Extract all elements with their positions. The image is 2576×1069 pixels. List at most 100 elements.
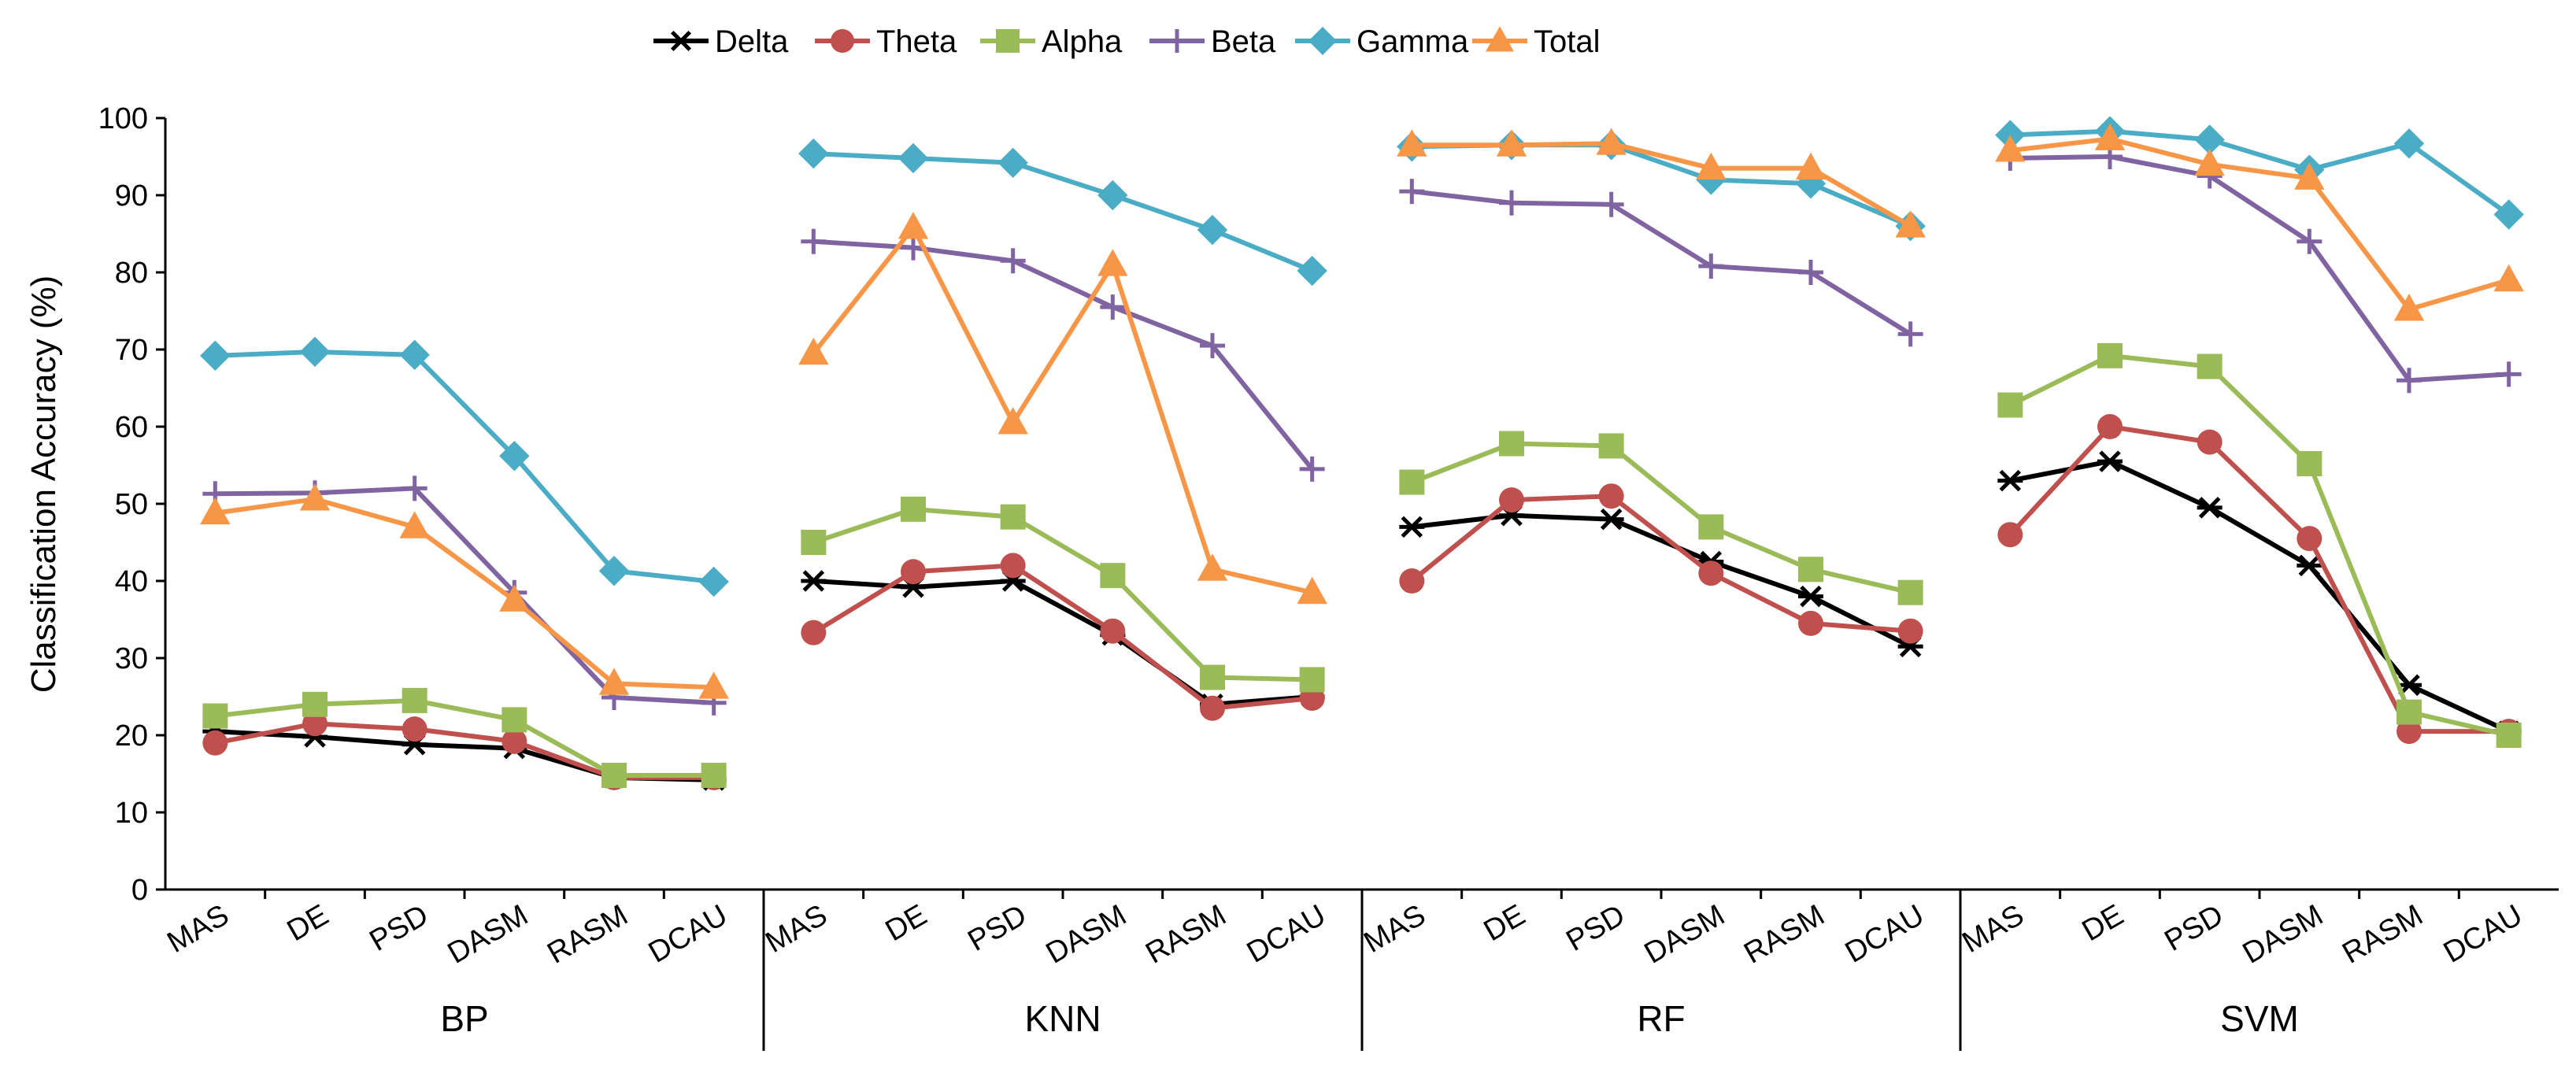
point-beta-knn-mas — [801, 228, 827, 254]
x-category-label: MAS — [162, 898, 235, 960]
x-category-label: RASM — [2337, 898, 2428, 970]
point-alpha-svm-dasm — [2297, 451, 2322, 477]
point-total-svm-mas — [1995, 135, 2026, 162]
group-label-knn: KNN — [1024, 998, 1101, 1039]
point-theta-knn-de — [901, 559, 926, 585]
x-category-label: DASM — [442, 898, 534, 970]
line-beta-rf — [1411, 189, 1912, 336]
x-category-label: DCAU — [2438, 898, 2528, 969]
point-theta-bp-dasm — [502, 728, 527, 754]
x-category-label: MAS — [1359, 898, 1431, 960]
point-gamma-knn-psd — [997, 147, 1028, 179]
point-alpha-knn-psd — [1000, 504, 1026, 530]
group-label-bp: BP — [440, 998, 488, 1039]
line-total-rf — [1412, 141, 1912, 228]
point-total-knn-rasm — [1197, 553, 1228, 581]
point-delta-svm-de — [2097, 450, 2123, 472]
point-total-bp-dasm — [499, 584, 530, 612]
point-theta-knn-dasm — [1100, 618, 1126, 644]
series-beta — [202, 144, 2522, 716]
point-gamma-knn-rasm — [1197, 214, 1228, 246]
group-label-rf: RF — [1637, 998, 1685, 1039]
point-alpha-bp-psd — [402, 687, 427, 713]
point-gamma-knn-dcau — [1297, 255, 1327, 287]
y-tick-label: 10 — [115, 797, 148, 830]
legend: Delta Theta Alpha Beta Gamma Total — [653, 24, 1601, 59]
point-delta-rf-mas — [1399, 516, 1425, 538]
point-theta-bp-mas — [202, 730, 228, 756]
point-total-bp-rasm — [598, 668, 630, 695]
point-total-svm-de — [2094, 123, 2126, 150]
y-axis-label: Classification Accuracy (%) — [24, 276, 63, 694]
y-tick-label: 0 — [131, 874, 148, 907]
line-gamma-svm — [2010, 128, 2511, 216]
point-theta-svm-mas — [1997, 522, 2023, 548]
y-tick-label: 100 — [98, 102, 148, 135]
y-tick-label: 40 — [115, 565, 148, 598]
y-tick-label: 70 — [115, 334, 148, 367]
point-theta-rf-psd — [1598, 483, 1624, 509]
legend-label: Total — [1534, 24, 1601, 59]
x-category-label: RASM — [542, 898, 633, 970]
point-alpha-svm-de — [2097, 342, 2123, 368]
point-gamma-bp-de — [299, 336, 331, 368]
series-gamma — [200, 116, 2524, 597]
line-delta-rf — [1411, 512, 1912, 649]
point-alpha-bp-mas — [202, 703, 228, 729]
point-theta-svm-dasm — [2297, 526, 2322, 552]
legend-label: Theta — [876, 24, 957, 59]
x-category-label: DE — [2077, 898, 2130, 948]
legend-item-alpha: Alpha — [980, 24, 1123, 59]
point-total-rf-rasm — [1795, 152, 1827, 180]
line-beta-knn — [813, 239, 1315, 471]
y-tick-label: 30 — [115, 642, 148, 675]
legend-label: Beta — [1211, 24, 1276, 59]
point-gamma-svm-rasm — [2393, 128, 2425, 159]
series-alpha — [202, 342, 2522, 788]
x-category-label: RASM — [1738, 898, 1830, 970]
point-gamma-svm-psd — [2194, 124, 2225, 155]
series-theta — [202, 414, 2522, 790]
line-total-knn — [811, 225, 1313, 595]
point-theta-rf-mas — [1399, 568, 1425, 594]
point-total-svm-psd — [2194, 148, 2225, 176]
point-alpha-svm-dcau — [2496, 723, 2522, 748]
point-total-rf-dcau — [1895, 210, 1926, 238]
point-total-knn-mas — [798, 337, 829, 365]
line-gamma-bp — [215, 349, 714, 584]
point-gamma-knn-mas — [798, 138, 829, 169]
point-beta-svm-rasm — [2396, 368, 2422, 394]
y-tick-label: 60 — [115, 411, 148, 444]
point-alpha-rf-psd — [1598, 433, 1624, 459]
y-tick-label: 50 — [115, 488, 148, 521]
point-beta-rf-mas — [1399, 179, 1425, 205]
point-delta-svm-dasm — [2297, 554, 2322, 577]
line-theta-bp — [214, 721, 714, 780]
point-delta-rf-psd — [1598, 508, 1624, 531]
x-category-label: DCAU — [1840, 898, 1930, 969]
point-delta-svm-psd — [2197, 497, 2223, 519]
x-category-label: DASM — [1041, 898, 1132, 970]
point-total-svm-dcau — [2493, 264, 2524, 292]
point-alpha-rf-dcau — [1897, 579, 1923, 605]
x-category-label: PSD — [2159, 898, 2229, 957]
line-gamma-knn — [813, 151, 1313, 273]
series-layer — [200, 116, 2524, 791]
point-theta-rf-dcau — [1897, 618, 1923, 644]
x-category-label: DASM — [1639, 898, 1730, 970]
y-axis: 0 10 20 30 40 50 60 70 80 90 100 — [98, 102, 167, 907]
point-gamma-knn-dasm — [1097, 179, 1128, 211]
y-tick-label: 20 — [115, 719, 148, 753]
point-total-knn-dasm — [1097, 249, 1128, 276]
point-beta-knn-dcau — [1299, 456, 1325, 482]
point-gamma-rf-rasm — [1795, 168, 1827, 199]
line-delta-bp — [215, 729, 714, 782]
point-beta-rf-rasm — [1798, 260, 1823, 285]
point-total-svm-rasm — [2393, 294, 2425, 321]
point-alpha-knn-de — [901, 496, 926, 522]
line-theta-rf — [1410, 494, 1911, 634]
point-beta-bp-psd — [402, 475, 427, 501]
line-beta-bp — [215, 486, 714, 705]
point-gamma-bp-dasm — [499, 441, 530, 472]
